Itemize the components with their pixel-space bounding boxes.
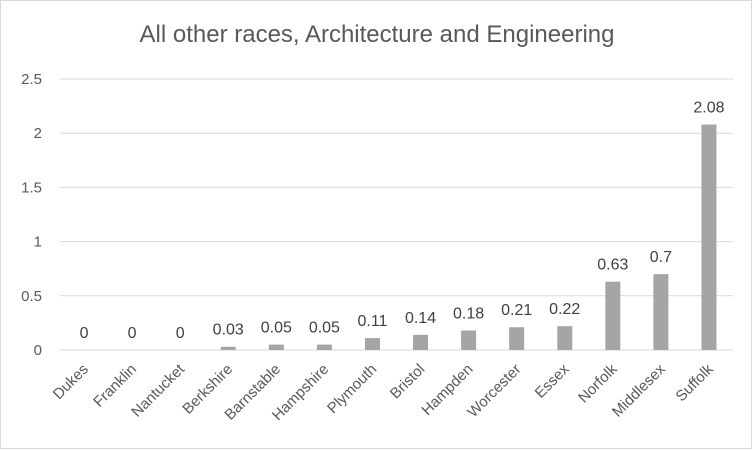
bar: [653, 274, 669, 350]
bar: [701, 124, 717, 350]
chart-title: All other races, Architecture and Engine…: [139, 21, 615, 48]
y-tick-label: 1.5: [21, 179, 42, 196]
data-label: 0.05: [309, 320, 340, 337]
bar: [413, 334, 429, 350]
data-label: 0.11: [357, 313, 387, 330]
category-label: Dukes: [50, 361, 92, 403]
bar: [316, 344, 332, 350]
bar: [557, 326, 573, 350]
y-tick-label: 0: [34, 342, 42, 359]
bar: [268, 344, 284, 350]
data-label: 0: [128, 325, 137, 342]
y-tick-label: 2: [34, 125, 42, 142]
y-tick-label: 0.5: [21, 288, 42, 305]
data-label: 0.14: [405, 310, 436, 327]
data-label: 0.22: [549, 301, 580, 318]
category-label: Norfolk: [575, 360, 621, 406]
category-label: Bristol: [387, 361, 428, 402]
data-label: 0: [176, 325, 185, 342]
category-label: Plymouth: [324, 361, 380, 417]
bar: [220, 346, 236, 350]
category-label: Middlesex: [609, 360, 669, 420]
y-tick-label: 1: [34, 234, 42, 251]
data-label: 0.05: [261, 320, 292, 337]
data-label: 2.08: [693, 100, 724, 117]
category-label: Essex: [532, 360, 573, 401]
data-label: 0.03: [213, 322, 244, 339]
bar: [605, 281, 621, 350]
data-label: 0.21: [501, 302, 532, 319]
bar: [364, 338, 380, 350]
data-label: 0.18: [453, 305, 484, 322]
data-label: 0: [80, 325, 89, 342]
category-label: Suffolk: [673, 360, 718, 405]
bar: [461, 330, 477, 350]
data-label: 0.63: [597, 257, 628, 274]
data-label: 0.7: [650, 249, 672, 266]
bar: [509, 327, 525, 350]
category-label: Nantucket: [128, 360, 188, 420]
y-tick-label: 2.5: [21, 71, 42, 88]
